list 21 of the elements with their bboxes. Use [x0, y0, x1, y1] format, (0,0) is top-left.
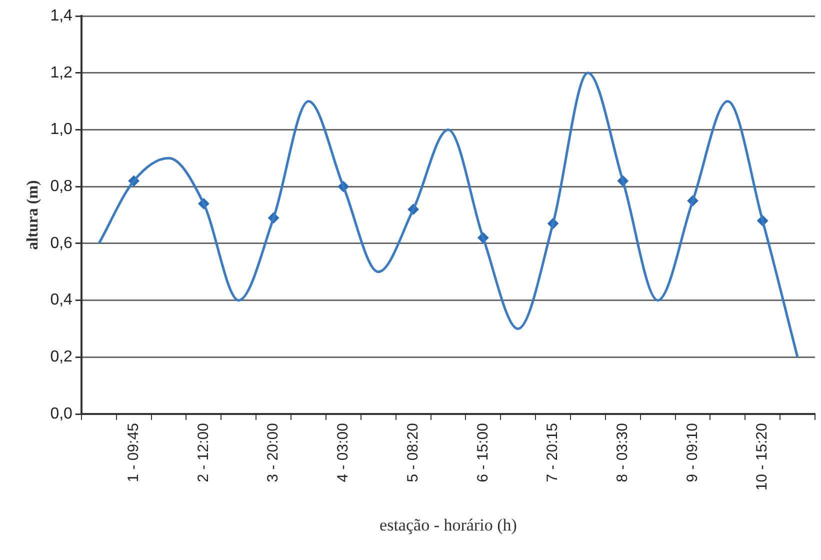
x-tick-label: 3 - 20:00 [264, 423, 282, 482]
y-tick-label: 1,2 [50, 64, 73, 82]
y-tick-label: 1,0 [50, 121, 73, 138]
x-tick-label: 4 - 03:00 [334, 423, 352, 482]
x-tick-label: 7 - 20:15 [544, 423, 562, 482]
y-tick-label: 0,4 [50, 292, 73, 309]
x-tick-label: 10 - 15:20 [754, 423, 771, 491]
x-tick-label: 6 - 15:00 [474, 423, 492, 482]
x-tick-label: 9 - 09:10 [684, 423, 701, 482]
line-series [98, 72, 799, 358]
y-tick-label: 0,0 [50, 405, 73, 422]
y-tick-label: 0,8 [50, 178, 73, 195]
x-tick-label: 1 - 09:45 [124, 423, 142, 482]
y-tick-label: 0,6 [50, 234, 73, 252]
x-tick-label: 5 - 08:20 [404, 423, 422, 482]
x-tick-label: 8 - 03:30 [614, 423, 632, 482]
y-axis-title: altura (m) [24, 180, 42, 250]
y-tick-label: 1,4 [50, 7, 73, 24]
x-tick-label: 2 - 12:00 [194, 423, 212, 482]
x-axis-title: estação - horário (h) [380, 515, 517, 534]
y-tick-label: 0,2 [50, 348, 73, 366]
